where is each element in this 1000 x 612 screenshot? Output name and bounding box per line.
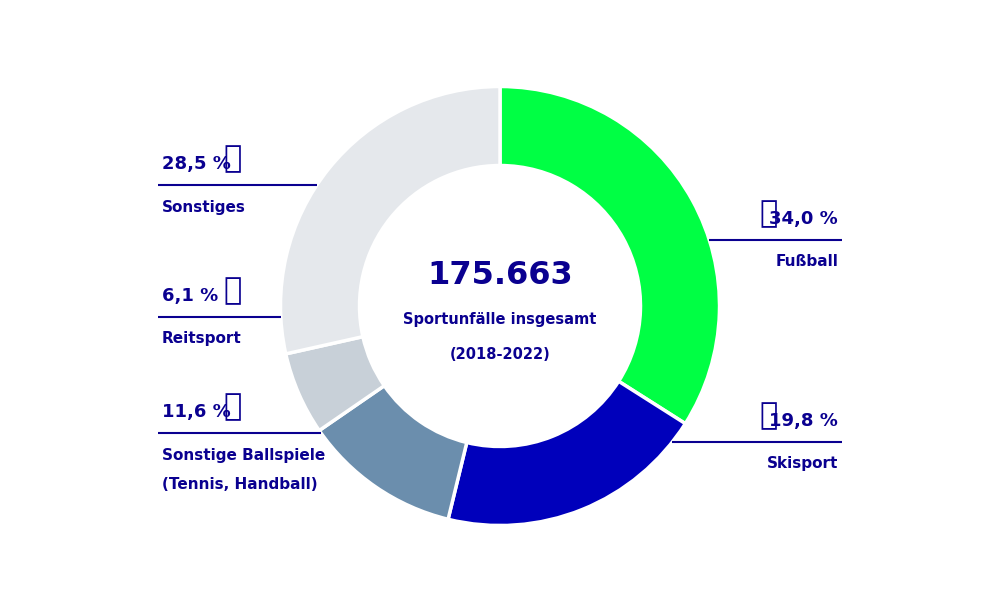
Wedge shape (448, 381, 685, 526)
Text: 175.663: 175.663 (427, 259, 573, 291)
Text: Sonstiges: Sonstiges (162, 200, 246, 215)
Text: (Tennis, Handball): (Tennis, Handball) (162, 477, 318, 492)
Text: 6,1 %: 6,1 % (162, 287, 218, 305)
Text: 19,8 %: 19,8 % (769, 412, 838, 430)
Text: 🏇: 🏇 (223, 276, 242, 305)
Text: Reitsport: Reitsport (162, 331, 242, 346)
Text: 34,0 %: 34,0 % (769, 210, 838, 228)
Text: 🎾: 🎾 (223, 392, 242, 421)
Text: Sonstige Ballspiele: Sonstige Ballspiele (162, 447, 325, 463)
Text: ⚽: ⚽ (759, 199, 777, 228)
Text: Skisport: Skisport (767, 457, 838, 471)
Text: 🏃: 🏃 (223, 144, 242, 173)
Wedge shape (500, 86, 720, 424)
Text: Fußball: Fußball (775, 255, 838, 269)
Text: Sportunfälle insgesamt: Sportunfälle insgesamt (403, 312, 597, 327)
Wedge shape (286, 337, 384, 430)
Wedge shape (280, 86, 500, 354)
Text: 11,6 %: 11,6 % (162, 403, 231, 421)
Text: (2018-2022): (2018-2022) (450, 347, 550, 362)
Text: ⛷: ⛷ (759, 401, 777, 430)
Text: 28,5 %: 28,5 % (162, 155, 231, 173)
Wedge shape (319, 386, 467, 520)
